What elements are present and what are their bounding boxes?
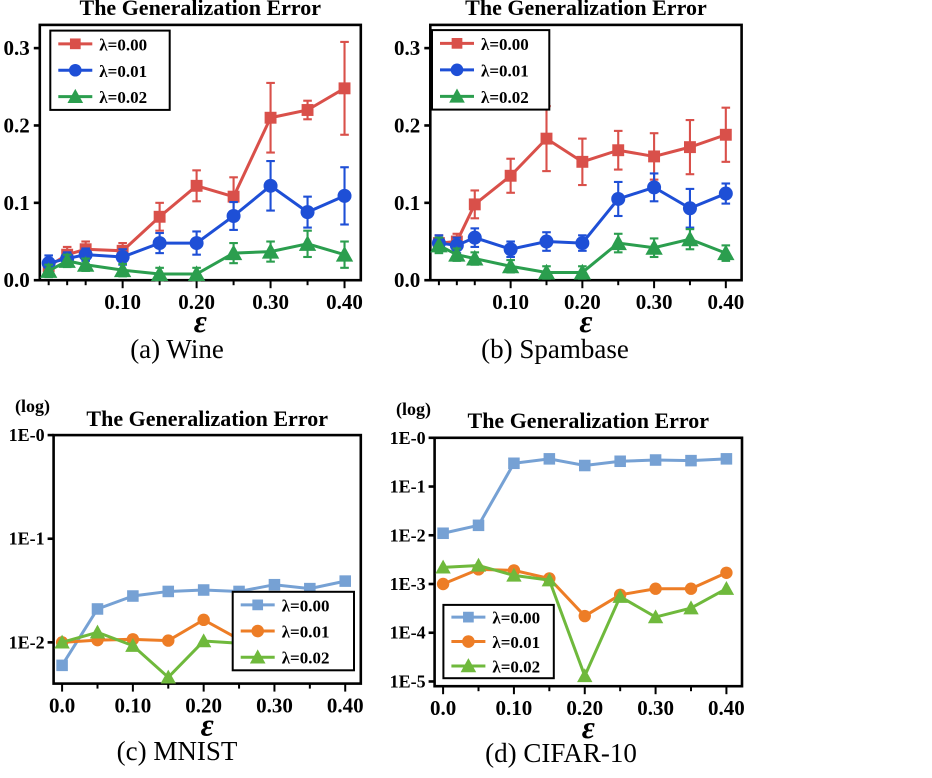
svg-text:0.10: 0.10 (496, 696, 533, 720)
svg-text:0.3: 0.3 (394, 36, 420, 60)
svg-text:1E-3: 1E-3 (390, 574, 426, 594)
svg-text:λ=0.00: λ=0.00 (99, 35, 147, 54)
svg-text:0.10: 0.10 (115, 694, 152, 718)
svg-text:(log): (log) (15, 396, 50, 417)
svg-text:1E-5: 1E-5 (390, 671, 426, 691)
svg-text:0.10: 0.10 (492, 290, 529, 314)
svg-text:λ=0.00: λ=0.00 (282, 596, 330, 615)
svg-text:0.40: 0.40 (708, 696, 745, 720)
svg-text:λ=0.01: λ=0.01 (282, 623, 330, 642)
svg-text:The Generalization Error: The Generalization Error (468, 408, 710, 433)
svg-text:λ=0.02: λ=0.02 (492, 657, 540, 676)
svg-text:0.30: 0.30 (637, 696, 674, 720)
svg-text:0.2: 0.2 (4, 113, 30, 137)
svg-text:0.3: 0.3 (4, 36, 30, 60)
svg-text:λ=0.02: λ=0.02 (99, 88, 147, 107)
svg-text:λ=0.01: λ=0.01 (99, 62, 147, 81)
svg-text:0.1: 0.1 (394, 191, 420, 215)
svg-text:λ=0.00: λ=0.00 (481, 35, 529, 54)
svg-text:1E-1: 1E-1 (9, 529, 45, 549)
svg-text:0.30: 0.30 (636, 290, 673, 314)
svg-text:0.40: 0.40 (326, 290, 363, 314)
svg-text:λ=0.02: λ=0.02 (481, 88, 529, 107)
svg-text:1E-0: 1E-0 (390, 428, 426, 448)
svg-text:0.10: 0.10 (104, 290, 141, 314)
svg-text:The Generalization Error: The Generalization Error (86, 406, 328, 431)
svg-text:λ=0.02: λ=0.02 (282, 649, 330, 668)
svg-text:(d) CIFAR-10: (d) CIFAR-10 (485, 738, 637, 768)
svg-text:1E-4: 1E-4 (390, 623, 426, 643)
svg-text:0.0: 0.0 (394, 268, 420, 292)
svg-text:0.0: 0.0 (4, 268, 30, 292)
svg-text:1E-2: 1E-2 (390, 525, 426, 545)
svg-text:λ=0.01: λ=0.01 (481, 61, 529, 80)
svg-text:1E-2: 1E-2 (9, 632, 45, 652)
svg-text:The Generalization Error: The Generalization Error (465, 0, 707, 20)
svg-text:λ=0.00: λ=0.00 (492, 609, 540, 628)
svg-text:(b) Spambase: (b) Spambase (481, 334, 629, 364)
svg-text:0.30: 0.30 (256, 694, 293, 718)
svg-text:0.40: 0.40 (327, 694, 364, 718)
svg-text:0.1: 0.1 (4, 191, 30, 215)
svg-text:(c) MNIST: (c) MNIST (117, 736, 238, 766)
svg-text:1E-1: 1E-1 (390, 477, 426, 497)
svg-text:λ=0.01: λ=0.01 (492, 633, 540, 652)
svg-text:0.0: 0.0 (49, 694, 75, 718)
svg-text:0.0: 0.0 (430, 696, 456, 720)
svg-text:(a) Wine: (a) Wine (130, 334, 224, 364)
svg-text:0.2: 0.2 (394, 113, 420, 137)
svg-text:The Generalization Error: The Generalization Error (80, 0, 322, 20)
svg-text:1E-0: 1E-0 (9, 425, 45, 445)
svg-text:0.30: 0.30 (252, 290, 289, 314)
svg-text:0.40: 0.40 (707, 290, 744, 314)
svg-text:(log): (log) (396, 399, 431, 420)
